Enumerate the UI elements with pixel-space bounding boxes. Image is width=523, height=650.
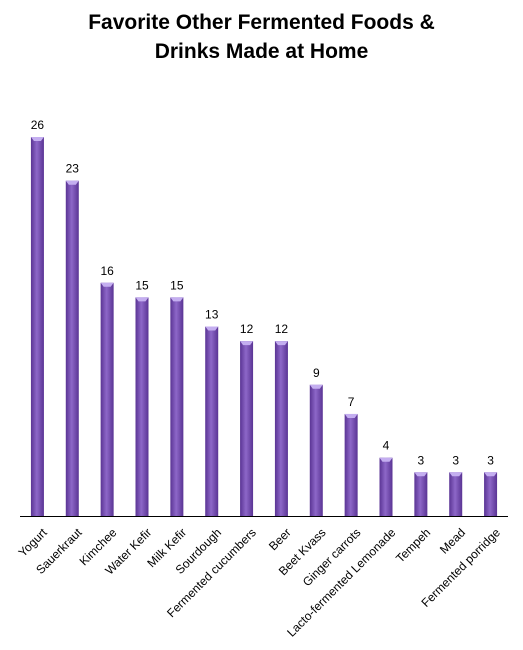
bar-milk-kefir [170,297,184,516]
bar-body [309,384,323,516]
bar-cap [344,413,358,418]
data-label: 15 [135,278,149,292]
bar-body [484,472,498,516]
bar-mead [449,472,463,516]
data-label: 12 [240,322,254,336]
bar-body [414,472,428,516]
bar-tempeh [414,472,428,516]
bar-yogurt [30,137,44,516]
bar-body [274,341,288,516]
bar-cap [274,341,288,346]
chart-title: Favorite Other Fermented Foods & Drinks … [0,8,523,66]
bar-body [65,180,79,516]
bar-body [205,326,219,516]
data-label: 26 [31,118,45,132]
bar-cap [135,297,149,302]
data-label: 9 [313,366,320,380]
data-labels-layer: 26 23 16 15 15 13 12 12 9 7 4 3 3 3 [31,118,494,467]
bar-cap [30,137,44,141]
data-label: 15 [170,278,184,292]
data-label: 3 [487,453,494,467]
bar-cap [449,472,463,477]
bar-lacto-fermented-lemonade [379,457,393,516]
bar-cap [205,326,219,331]
bar-beet-kvass [309,384,323,516]
bar-cap [379,457,393,462]
bar-sauerkraut [65,180,79,516]
bar-body [240,341,254,516]
bar-cap [240,341,254,346]
data-label: 3 [452,453,459,467]
bar-body [30,137,44,516]
bar-cap [414,472,428,477]
data-label: 3 [418,453,425,467]
bar-cap [65,180,79,185]
bar-body [100,282,114,516]
bars-layer [30,137,498,516]
bar-body [135,297,149,516]
bar-ginger-carrots [344,413,358,516]
bar-cap [484,472,498,477]
bar-fermented-porridge [484,472,498,516]
category-label: Mead [437,525,468,556]
data-label: 13 [205,308,219,322]
data-label: 16 [100,264,114,278]
bar-cap [170,297,184,302]
bar-water-kefir [135,297,149,516]
bar-cap [309,384,323,389]
bar-cap [100,282,114,287]
bar-sourdough [205,326,219,516]
bar-beer [274,341,288,516]
chart-title-line-1: Favorite Other Fermented Foods & [88,11,435,34]
category-label: Beer [266,525,294,553]
data-label: 12 [275,322,289,336]
bar-fermented-cucumbers [240,341,254,516]
data-label: 23 [66,162,80,176]
category-label: Tempeh [393,525,433,565]
bar-body [344,413,358,516]
data-label: 4 [383,439,390,453]
bar-body [449,472,463,516]
bar-kimchee [100,282,114,516]
chart-title-line-2: Drinks Made at Home [154,40,369,63]
bar-body [379,457,393,516]
bar-body [170,297,184,516]
data-label: 7 [348,395,355,409]
